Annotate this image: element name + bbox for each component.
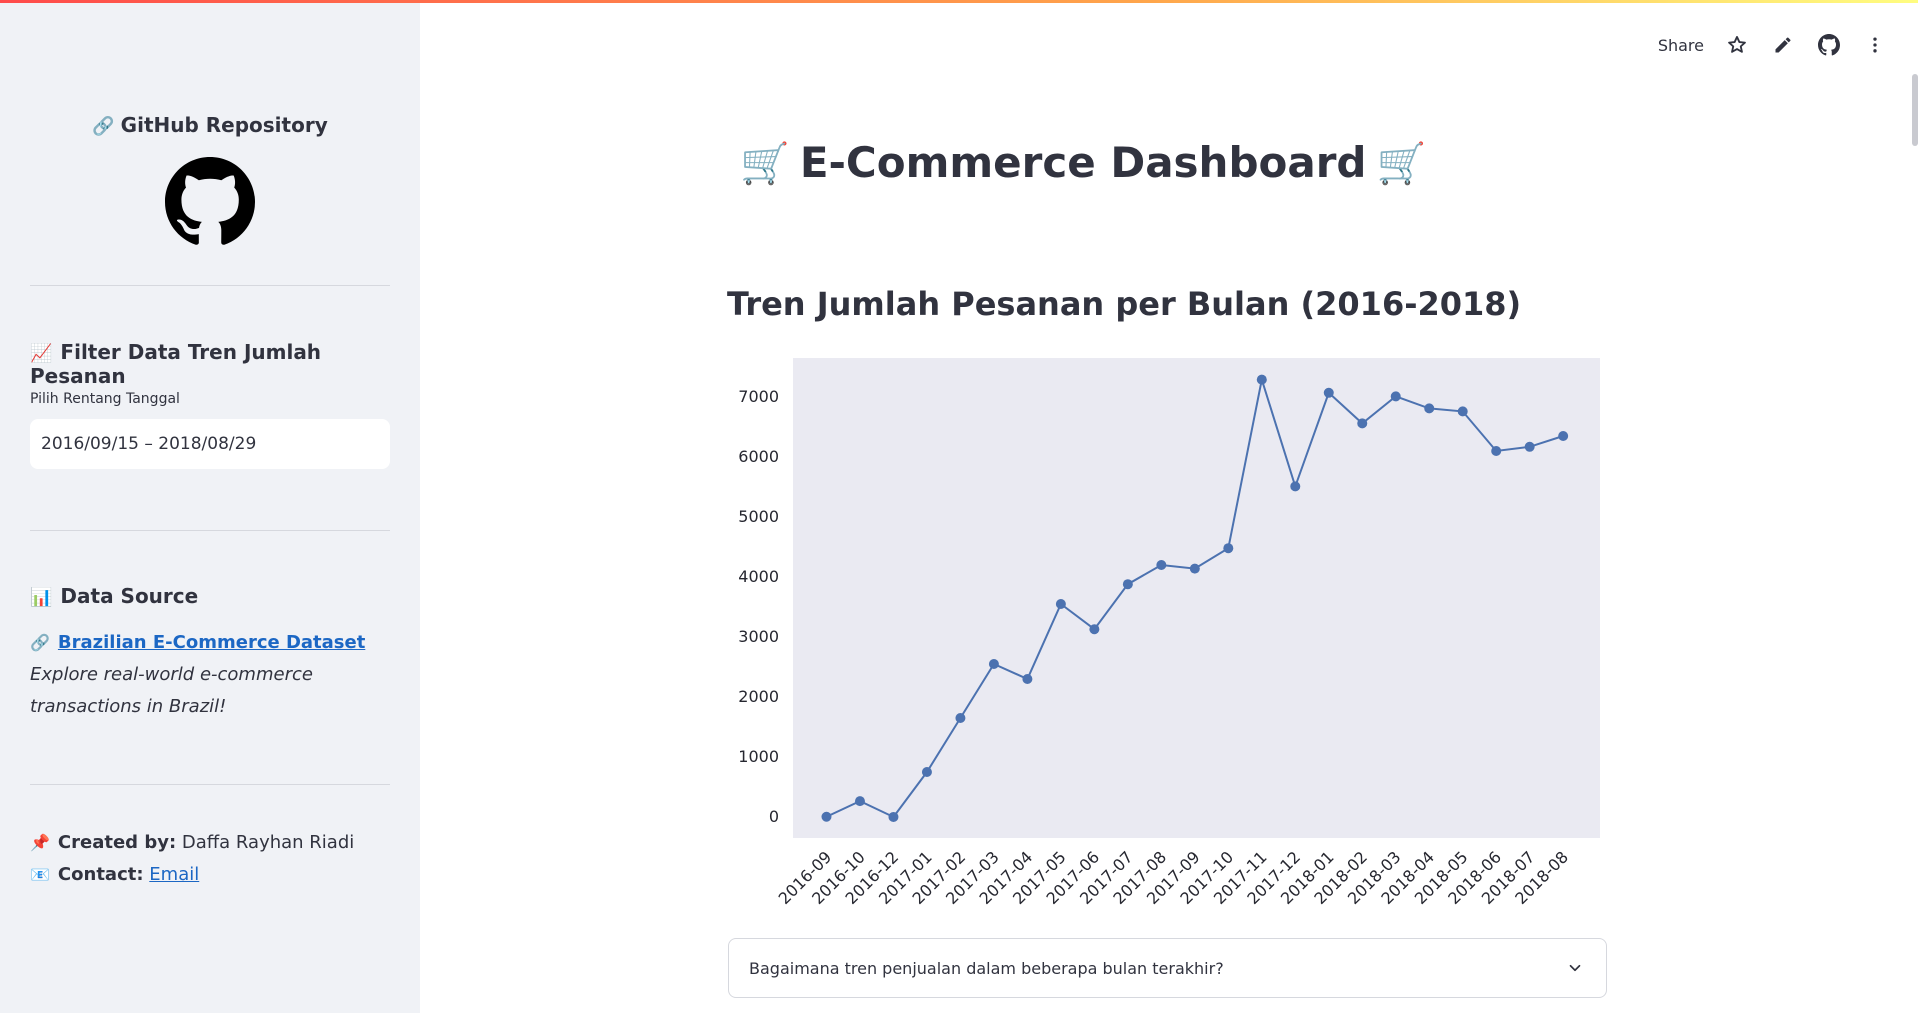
date-range-input[interactable]: 2016/09/15 – 2018/08/29 — [30, 419, 390, 469]
y-tick-label: 4000 — [738, 567, 779, 586]
sidebar-divider — [30, 784, 390, 785]
data-point — [988, 659, 999, 669]
created-by-value: Daffa Rayhan Riadi — [181, 832, 355, 853]
chevron-down-icon — [1569, 964, 1581, 972]
data-point — [1256, 374, 1267, 385]
envelope-icon: 📧 — [30, 865, 50, 884]
filter-heading-text: Filter Data Tren Jumlah Pesanan — [30, 340, 322, 388]
sidebar: 🔗 GitHub Repository 📈 Filter Data Tren Jum… — [0, 3, 420, 1013]
data-point — [1189, 563, 1200, 574]
data-point — [1558, 431, 1569, 441]
contact-row: 📧 Contact: Email — [30, 859, 199, 891]
data-point — [1424, 403, 1435, 414]
data-point — [1457, 406, 1468, 417]
data-point — [1524, 441, 1535, 452]
expander-label: Bagaimana tren penjualan dalam beberapa … — [749, 959, 1224, 978]
scrollbar-thumb[interactable] — [1912, 74, 1918, 146]
orders-trend-chart: 010002000300040005000600070002016-092016… — [738, 358, 1600, 908]
data-point — [1491, 446, 1502, 456]
chart-increasing-icon: 📈 — [30, 343, 53, 364]
dataset-link[interactable]: Brazilian E-Commerce Dataset — [57, 632, 366, 653]
data-point — [888, 811, 899, 822]
insight-expander[interactable]: Bagaimana tren penjualan dalam beberapa … — [728, 938, 1607, 998]
y-tick-label: 6000 — [738, 447, 779, 466]
data-point — [1357, 418, 1368, 429]
data-point — [1223, 543, 1234, 554]
sidebar-divider — [30, 285, 390, 286]
top-decoration-bar — [0, 0, 1918, 3]
bar-chart-icon: 📊 — [30, 587, 53, 608]
dataset-description: Explore real-world e-commerce transactio… — [30, 664, 313, 717]
y-tick-label: 2000 — [738, 687, 779, 706]
data-point — [1156, 560, 1167, 570]
link-icon: 🔗 — [30, 633, 50, 652]
data-point — [854, 796, 865, 807]
created-by-row: 📌 Created by: Daffa Rayhan Riadi — [30, 827, 354, 859]
page-title-text: E-Commerce Dashboard — [799, 138, 1367, 187]
github-logo-icon[interactable] — [165, 157, 255, 247]
y-tick-label: 3000 — [738, 627, 779, 646]
filter-heading: 📈 Filter Data Tren Jumlah Pesanan — [30, 340, 420, 388]
star-icon[interactable] — [1724, 32, 1750, 58]
pencil-icon[interactable] — [1770, 32, 1796, 58]
sidebar-divider — [30, 530, 390, 531]
y-tick-label: 1000 — [738, 747, 779, 766]
data-source-heading-text: Data Source — [60, 584, 199, 608]
data-point — [1390, 391, 1401, 402]
email-link[interactable]: Email — [149, 864, 200, 885]
share-button[interactable]: Share — [1657, 35, 1704, 55]
github-icon[interactable] — [1816, 32, 1842, 58]
pushpin-icon: 📌 — [30, 833, 50, 852]
shopping-cart-icon: 🛒 — [740, 141, 790, 187]
data-point — [1290, 481, 1301, 492]
contact-label: Contact: — [57, 864, 144, 885]
shopping-cart-icon: 🛒 — [1376, 141, 1427, 187]
data-source-heading: 📊 Data Source — [30, 584, 198, 608]
date-range-label: Pilih Rentang Tanggal — [30, 391, 180, 407]
github-repository-heading: 🔗 GitHub Repository — [0, 113, 420, 137]
page-title: 🛒 E-Commerce Dashboard 🛒 — [730, 138, 1436, 187]
created-by-label: Created by: — [57, 832, 177, 853]
plot-area — [793, 358, 1600, 838]
data-point — [1022, 674, 1033, 684]
data-point — [821, 811, 832, 822]
data-point — [1055, 599, 1066, 609]
y-tick-label: 5000 — [738, 507, 779, 526]
dataset-link-row: 🔗 Brazilian E-Commerce Dataset — [30, 627, 365, 659]
github-heading-text: GitHub Repository — [120, 113, 328, 137]
data-point — [1122, 579, 1133, 590]
data-point — [955, 713, 966, 723]
link-icon: 🔗 — [92, 116, 115, 137]
chart-heading: Tren Jumlah Pesanan per Bulan (2016-2018… — [727, 285, 1522, 323]
top-toolbar: Share — [1658, 32, 1888, 58]
y-tick-label: 0 — [769, 807, 779, 826]
more-vertical-icon[interactable] — [1862, 32, 1888, 58]
data-point — [1323, 387, 1334, 398]
data-point — [1089, 624, 1100, 635]
y-tick-label: 7000 — [738, 387, 779, 406]
data-point — [921, 767, 932, 777]
